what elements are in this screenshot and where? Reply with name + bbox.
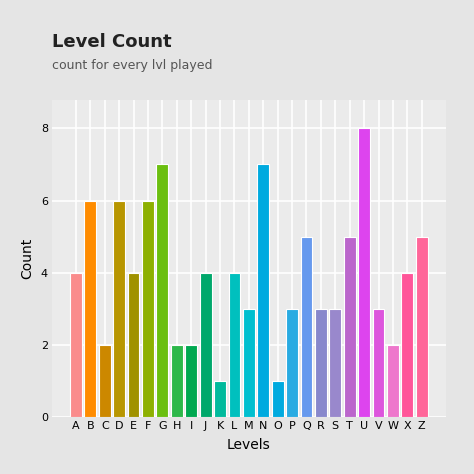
Bar [70, 273, 82, 417]
Bar [373, 309, 384, 417]
Bar [156, 164, 168, 417]
Bar [401, 273, 413, 417]
Bar [214, 381, 226, 417]
Bar [185, 345, 197, 417]
Bar [416, 237, 428, 417]
Bar [315, 309, 327, 417]
Bar [387, 345, 399, 417]
Bar [257, 164, 269, 417]
Text: count for every lvl played: count for every lvl played [52, 59, 213, 72]
Bar [286, 309, 298, 417]
Bar [358, 128, 370, 417]
Bar [171, 345, 182, 417]
Text: Level Count: Level Count [52, 33, 172, 51]
Bar [99, 345, 110, 417]
Bar [128, 273, 139, 417]
Bar [344, 237, 356, 417]
Bar [228, 273, 240, 417]
Bar [329, 309, 341, 417]
Bar [200, 273, 211, 417]
Y-axis label: Count: Count [20, 237, 34, 279]
Bar [301, 237, 312, 417]
Bar [243, 309, 255, 417]
Bar [84, 201, 96, 417]
Bar [142, 201, 154, 417]
Bar [113, 201, 125, 417]
X-axis label: Levels: Levels [227, 438, 271, 452]
Bar [272, 381, 283, 417]
